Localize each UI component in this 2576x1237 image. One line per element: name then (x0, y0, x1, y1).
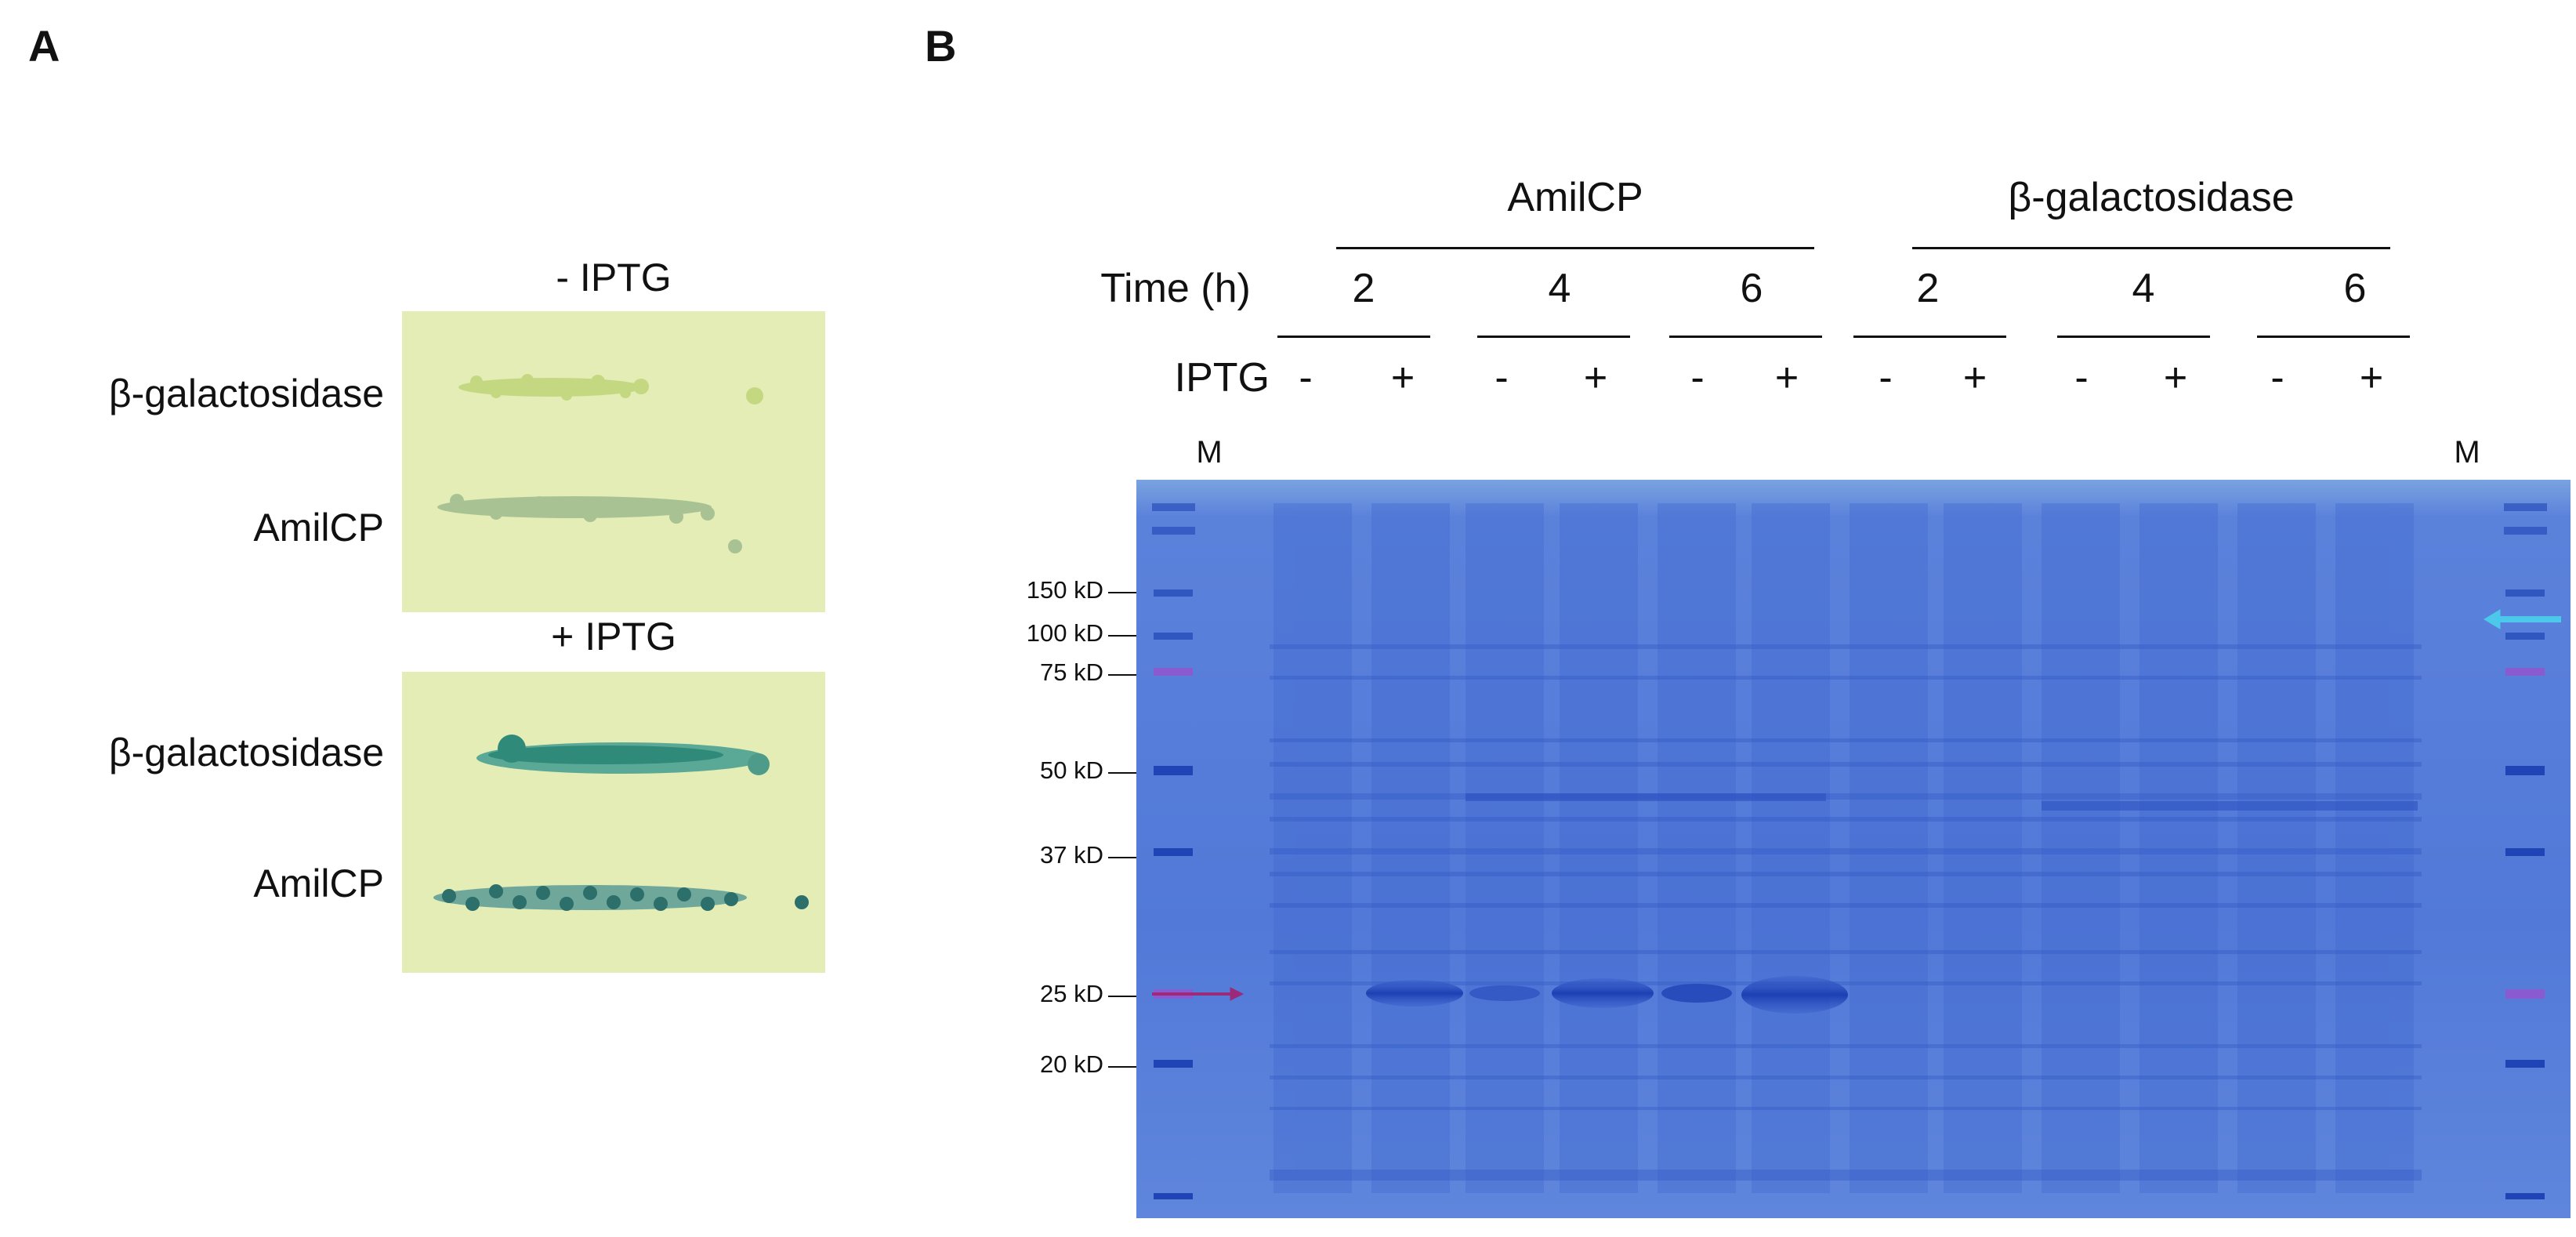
iptg-sign: - (1690, 355, 1705, 401)
iptg-sign: - (1879, 355, 1893, 401)
marker-label-left: M (1196, 435, 1223, 470)
arrow-left-icon (1152, 987, 1245, 1001)
mw-tick (1108, 1066, 1139, 1068)
plate-minus-title: - IPTG (556, 256, 672, 299)
amilcp-25kd-bands (1366, 976, 1848, 1014)
iptg-sign: + (1774, 355, 1799, 401)
iptg-sign: + (1583, 355, 1608, 401)
mw-tick (1108, 674, 1139, 676)
mw-label: 100 kD (1026, 619, 1103, 647)
panel-b-letter: B (925, 21, 957, 71)
group-line-amilcp (1336, 247, 1814, 249)
time-label: Time (h) (1100, 266, 1251, 311)
mw-label: 150 kD (1026, 576, 1103, 604)
iptg-sign: + (1962, 355, 1987, 401)
plate-minus-row-bgal: β-galactosidase (108, 372, 384, 415)
mw-tick (1108, 996, 1139, 997)
time-value: 4 (1548, 266, 1571, 311)
time-value: 6 (1740, 266, 1763, 311)
time-underline (2057, 336, 2210, 338)
time-underline (1277, 336, 1430, 338)
colony-streak-amilcp-minus (437, 494, 742, 553)
panel-a-letter: A (28, 21, 60, 71)
bgal-region-bands (1466, 793, 2418, 811)
plate-minus-iptg (402, 311, 825, 612)
group-line-bgal (1912, 247, 2390, 249)
iptg-sign: - (2270, 355, 2284, 401)
mw-label: 25 kD (1040, 980, 1103, 1007)
mw-tick (1108, 592, 1139, 593)
iptg-sign: - (1299, 355, 1313, 401)
time-value: 6 (2343, 266, 2367, 311)
mw-label: 50 kD (1040, 756, 1103, 784)
mw-tick (1108, 857, 1139, 858)
iptg-sign: + (2163, 355, 2188, 401)
colony-streak-amilcp-plus (433, 884, 809, 911)
time-underline (2257, 336, 2410, 338)
mw-label: 20 kD (1040, 1050, 1103, 1078)
mw-tick (1108, 635, 1139, 637)
plate-minus-row-amilcp: AmilCP (253, 506, 384, 550)
marker-label-right: M (2454, 435, 2480, 470)
colony-streak-bgal-plus (476, 735, 770, 775)
iptg-sign: - (1495, 355, 1509, 401)
mw-label: 75 kD (1040, 658, 1103, 686)
iptg-label: IPTG (1174, 355, 1270, 401)
sample-lanes (1274, 503, 2414, 1193)
mw-label: 37 kD (1040, 841, 1103, 869)
iptg-sign: + (1390, 355, 1415, 401)
time-underline (1669, 336, 1822, 338)
plate-plus-title: + IPTG (551, 615, 676, 658)
sds-page-gel (1136, 480, 2571, 1218)
plate-plus-row-bgal: β-galactosidase (108, 731, 384, 774)
marker-lane-right (2504, 503, 2547, 1199)
plate-plus-row-amilcp: AmilCP (253, 862, 384, 905)
marker-lane-left (1152, 503, 1195, 1199)
iptg-sign: + (2359, 355, 2384, 401)
group-label-amilcp: AmilCP (1507, 175, 1643, 220)
time-value: 4 (2132, 266, 2155, 311)
iptg-sign: - (2074, 355, 2089, 401)
arrow-right-icon (2484, 609, 2561, 629)
time-underline (1853, 336, 2006, 338)
plate-plus-iptg (402, 672, 825, 973)
mw-tick (1108, 772, 1139, 774)
colony-streak-bgal-minus (458, 374, 763, 404)
background-bands (1270, 644, 2422, 1181)
time-underline (1477, 336, 1630, 338)
time-value: 2 (1916, 266, 1940, 311)
time-value: 2 (1352, 266, 1375, 311)
group-label-bgal: β-galactosidase (2008, 175, 2295, 220)
